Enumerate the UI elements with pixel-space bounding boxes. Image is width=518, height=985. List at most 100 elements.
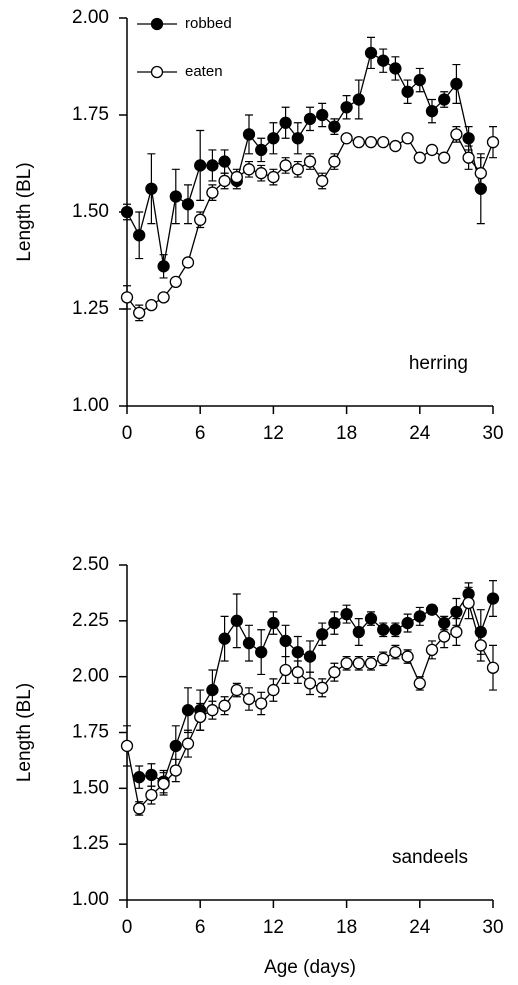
marker (242, 692, 256, 706)
marker (340, 101, 353, 114)
marker (255, 697, 268, 710)
marker (352, 93, 365, 106)
marker (389, 623, 402, 636)
marker (194, 213, 207, 226)
marker (169, 764, 182, 777)
marker (145, 298, 158, 312)
marker (157, 777, 170, 791)
marker (389, 645, 402, 659)
y-tick-label: 1.25 (72, 833, 109, 854)
marker (401, 132, 414, 145)
x-tick-label: 30 (482, 917, 503, 938)
marker (450, 605, 463, 619)
marker (316, 681, 329, 694)
x-axis-label: Age (days) (264, 957, 356, 978)
marker (230, 683, 243, 697)
y-tick-label: 1.50 (72, 201, 109, 222)
marker (169, 275, 182, 288)
marker (255, 167, 268, 180)
x-tick-label: 18 (336, 917, 357, 938)
marker (316, 108, 329, 122)
marker (120, 739, 134, 753)
marker (377, 623, 390, 636)
marker (291, 163, 304, 176)
y-tick-label: 1.25 (72, 298, 109, 319)
x-tick-label: 0 (122, 917, 133, 938)
x-tick-label: 12 (263, 423, 284, 444)
marker (340, 607, 353, 621)
marker (389, 139, 402, 153)
marker (242, 163, 256, 176)
marker (218, 155, 231, 168)
marker (413, 677, 426, 690)
marker (364, 612, 378, 625)
marker (206, 159, 219, 172)
marker (279, 634, 292, 648)
marker (169, 190, 182, 203)
marker (133, 771, 146, 784)
marker (218, 699, 231, 712)
x-tick-label: 6 (195, 423, 206, 444)
marker (425, 643, 439, 657)
legend-label: robbed (185, 15, 232, 32)
y-tick-label: 2.25 (72, 610, 109, 631)
marker (450, 77, 463, 91)
marker (425, 603, 439, 616)
marker (401, 650, 414, 663)
series-line (126, 51, 482, 267)
marker (194, 710, 207, 724)
x-tick-label: 0 (122, 423, 133, 444)
marker (181, 737, 195, 750)
series-line (126, 601, 494, 810)
legend-marker (150, 65, 164, 79)
marker (157, 291, 170, 304)
marker (303, 112, 317, 126)
marker (425, 143, 439, 157)
marker (279, 159, 292, 172)
y-tick-label: 2.00 (72, 7, 109, 28)
marker (438, 93, 451, 106)
marker (450, 625, 463, 639)
x-tick-label: 30 (482, 423, 503, 444)
marker (474, 167, 487, 180)
marker (218, 174, 231, 188)
marker (230, 614, 243, 627)
marker (340, 132, 353, 145)
marker (486, 592, 500, 605)
marker (181, 704, 195, 717)
marker (462, 596, 475, 610)
marker (413, 151, 426, 164)
marker (316, 628, 329, 641)
marker (145, 768, 158, 782)
marker (267, 683, 280, 697)
marker (413, 73, 426, 87)
legend-marker (150, 17, 164, 31)
marker (389, 62, 402, 75)
marker (352, 657, 365, 670)
y-tick-label: 2.00 (72, 666, 109, 687)
marker (206, 704, 219, 717)
marker (279, 116, 292, 129)
marker (194, 159, 207, 172)
marker (133, 229, 146, 242)
marker (255, 143, 268, 157)
marker (218, 632, 231, 645)
marker (145, 182, 158, 195)
marker (291, 132, 304, 145)
x-tick-label: 12 (263, 917, 284, 938)
marker (377, 652, 390, 665)
marker (377, 136, 390, 149)
marker (120, 205, 134, 219)
marker (438, 151, 451, 164)
y-axis-label: Length (BL) (14, 162, 35, 261)
marker (133, 306, 146, 320)
marker (328, 616, 341, 630)
marker (462, 151, 475, 164)
marker (303, 155, 317, 168)
marker (267, 170, 280, 184)
y-tick-label: 1.00 (72, 395, 109, 416)
marker (462, 132, 475, 145)
marker (340, 657, 353, 670)
marker (401, 616, 414, 630)
